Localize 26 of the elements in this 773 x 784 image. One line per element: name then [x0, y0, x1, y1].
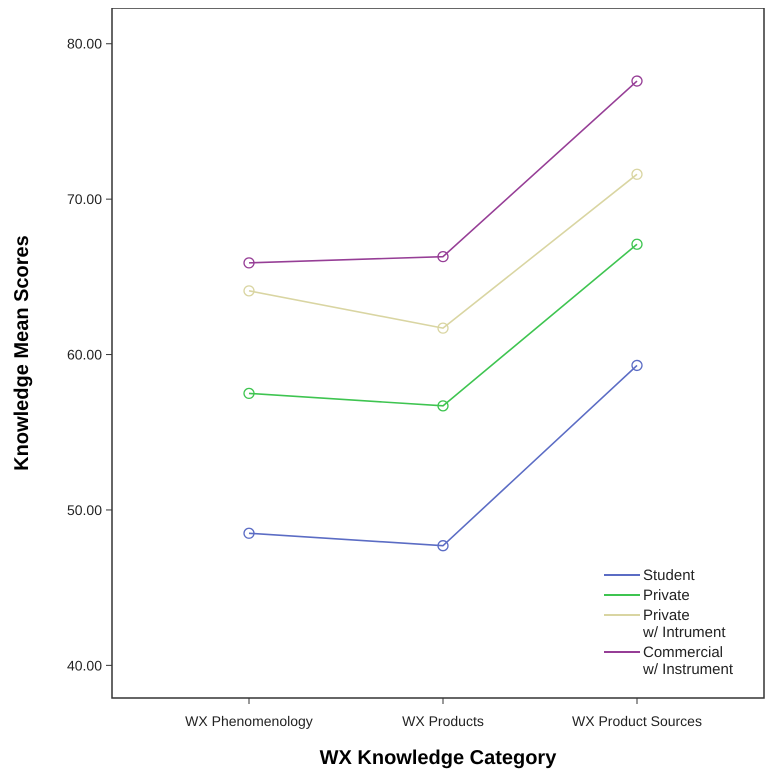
legend-label: Commercial w/ Instrument	[642, 644, 734, 678]
y-tick-label: 80.00	[66, 36, 102, 52]
point	[631, 238, 643, 250]
point	[437, 540, 449, 552]
point	[437, 400, 449, 412]
y-tick-label: 50.00	[66, 502, 102, 518]
y-tick-label: 70.00	[66, 191, 102, 208]
point	[631, 168, 643, 180]
y-tick-label: 60.00	[66, 346, 102, 362]
y-axis-title: Knowledge Mean Scores	[11, 235, 33, 471]
point	[243, 528, 255, 539]
x-tick-label: WX Phenomenology	[185, 713, 313, 729]
point	[437, 322, 449, 334]
point	[631, 360, 643, 372]
legend-label: Student	[643, 567, 696, 584]
point	[437, 251, 449, 262]
point	[243, 285, 255, 296]
point	[631, 75, 643, 87]
x-tick-label: WX Product Sources	[572, 713, 702, 729]
point	[243, 257, 255, 269]
x-tick-label: WX Products	[402, 713, 484, 729]
y-tick-label: 40.00	[66, 657, 102, 674]
x-axis-title: WX Knowledge Category	[320, 747, 558, 769]
legend-label: Private w/ Intrument	[642, 607, 726, 641]
point	[243, 388, 255, 400]
legend-label: Private	[643, 587, 690, 604]
